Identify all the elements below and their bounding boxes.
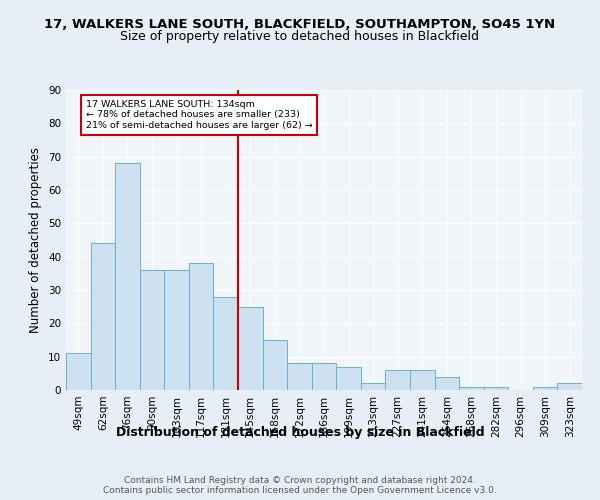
Bar (263, 340, 287, 390)
Bar (214, 296, 238, 390)
Bar (434, 376, 459, 390)
Bar (312, 364, 336, 390)
Text: Distribution of detached houses by size in Blackfield: Distribution of detached houses by size … (116, 426, 484, 439)
Bar (140, 270, 164, 390)
Bar (484, 386, 508, 390)
Y-axis label: Number of detached properties: Number of detached properties (29, 147, 43, 333)
Bar (459, 386, 484, 390)
Bar (287, 364, 312, 390)
Bar (533, 386, 557, 390)
Bar (189, 264, 214, 390)
Text: 17, WALKERS LANE SOUTH, BLACKFIELD, SOUTHAMPTON, SO45 1YN: 17, WALKERS LANE SOUTH, BLACKFIELD, SOUT… (44, 18, 556, 30)
Bar (557, 384, 582, 390)
Bar (361, 384, 385, 390)
Bar (410, 370, 434, 390)
Bar (385, 370, 410, 390)
Text: Size of property relative to detached houses in Blackfield: Size of property relative to detached ho… (121, 30, 479, 43)
Bar (66, 354, 91, 390)
Text: 17 WALKERS LANE SOUTH: 134sqm
← 78% of detached houses are smaller (233)
21% of : 17 WALKERS LANE SOUTH: 134sqm ← 78% of d… (86, 100, 313, 130)
Bar (91, 244, 115, 390)
Bar (115, 164, 140, 390)
Bar (238, 306, 263, 390)
Bar (164, 270, 189, 390)
Text: Contains HM Land Registry data © Crown copyright and database right 2024.
Contai: Contains HM Land Registry data © Crown c… (103, 476, 497, 495)
Bar (336, 366, 361, 390)
